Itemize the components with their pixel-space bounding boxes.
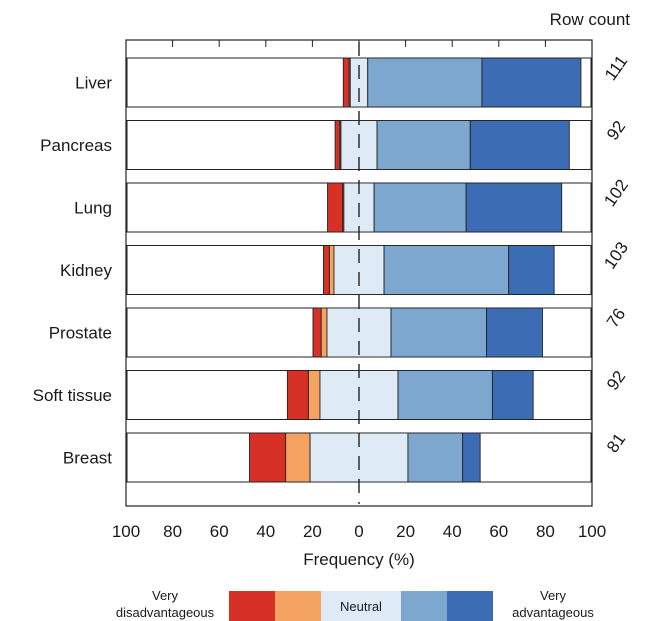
row-count-label: 92 [603, 117, 629, 143]
bar-segment [383, 245, 510, 295]
legend-swatch [447, 591, 493, 621]
legend-right-label: Very [540, 588, 567, 603]
category-label: Lung [74, 199, 112, 218]
bar-segment [249, 432, 287, 483]
legend-center-label: Neutral [340, 599, 382, 614]
bar-segment [327, 182, 344, 233]
row-count-label: 103 [600, 238, 632, 272]
bar-segment [390, 307, 488, 358]
row-count-label: 111 [601, 52, 631, 84]
row-count-label: 81 [603, 430, 629, 456]
row-count-label: 102 [600, 176, 632, 210]
bar-segment [469, 120, 570, 170]
bar-segment [307, 370, 321, 420]
bar-segment [342, 57, 350, 108]
x-tick-label: 0 [354, 522, 363, 541]
bar-segment [397, 370, 493, 420]
bar-segment [367, 57, 483, 108]
bar-segment [376, 120, 471, 170]
x-tick-label: 40 [443, 522, 462, 541]
x-tick-label: 100 [112, 522, 140, 541]
bar-segment [285, 432, 311, 483]
x-tick-label: 80 [163, 522, 182, 541]
bar-segment [334, 120, 341, 170]
category-label: Kidney [60, 261, 112, 280]
category-label: Breast [63, 449, 112, 468]
x-tick-label: 100 [578, 522, 606, 541]
bar-segment [465, 182, 563, 233]
x-tick-label: 40 [256, 522, 275, 541]
x-axis-label: Frequency (%) [303, 550, 414, 569]
bar-segment [312, 307, 322, 358]
right-axis-title: Row count [550, 10, 631, 29]
legend-swatch [229, 591, 275, 621]
bar-segment [481, 57, 582, 108]
legend-right-label: advantageous [512, 605, 594, 620]
bar-segment [462, 432, 481, 483]
bar-segment [373, 182, 467, 233]
bar-segment [486, 307, 543, 358]
bar-segment [286, 370, 309, 420]
category-label: Prostate [49, 324, 112, 343]
legend-left-label: disadvantageous [116, 605, 215, 620]
bar-segment [320, 307, 328, 358]
x-tick-label: 60 [489, 522, 508, 541]
row-count-label: 92 [603, 367, 629, 393]
bar-segment [491, 370, 534, 420]
x-tick-label: 20 [396, 522, 415, 541]
x-tick-label: 20 [303, 522, 322, 541]
x-tick-label: 80 [536, 522, 555, 541]
category-label: Soft tissue [33, 386, 112, 405]
category-label: Pancreas [40, 136, 112, 155]
bar-segment [407, 432, 464, 483]
bar-segment [323, 245, 330, 295]
legend-swatch [275, 591, 321, 621]
legend-swatch [321, 591, 401, 621]
x-tick-label: 60 [210, 522, 229, 541]
bar-segment [328, 245, 335, 295]
bar-segment [508, 245, 555, 295]
row-count-label: 76 [603, 305, 629, 331]
legend-swatch [401, 591, 447, 621]
category-label: Liver [75, 74, 112, 93]
legend-left-label: Very [152, 588, 179, 603]
